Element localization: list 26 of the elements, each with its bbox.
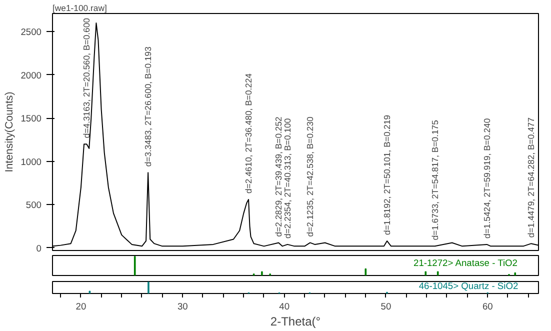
- annotation: d=2.1235, 2T=42.538, B=0.230: [305, 116, 316, 237]
- annotation: d=1.5424, 2T=59.919, B=0.240: [482, 118, 492, 238]
- x-tick-label: 40: [279, 302, 290, 312]
- annotation: d=1.4479, 2T=64.282, B=0.477: [526, 117, 536, 238]
- x-tick-label: 60: [482, 302, 493, 312]
- text: 46-1045> Quartz - SiO2: [418, 281, 518, 292]
- annotation: d=3.3483, 2T=26.600, B=0.193: [143, 46, 154, 167]
- y-axis-title: Intensity(Counts): [4, 92, 16, 172]
- annotation: d=2.2829, 2T=39.439, B=0.252: [274, 116, 284, 237]
- series-label: 21-1272> Anatase - TiO2: [414, 258, 518, 268]
- y-tick-label: 1500: [20, 114, 42, 124]
- chart-title: [we1-100.raw]: [52, 3, 107, 13]
- annotation: d=2.2354, 2T=40.313, B=0.100: [282, 118, 292, 238]
- x-axis-title: 2-Theta(°: [270, 314, 321, 328]
- y-tick-label: 500: [26, 200, 42, 210]
- x-tick-label: 50: [380, 302, 392, 312]
- annotation: d=1.6733, 2T=54.817, B=0.175: [430, 120, 440, 240]
- annotation: d=4.3163, 2T=20.560, B=0.600: [82, 18, 92, 138]
- y-tick-label: 2000: [20, 70, 42, 80]
- x-tick-label: 20: [76, 302, 86, 312]
- y-tick-label: 0: [36, 243, 42, 254]
- y-tick-label: 1000: [20, 156, 42, 167]
- x-tick-label: 30: [177, 302, 188, 312]
- annotation: d=1.8192, 2T=50.101, B=0.219: [382, 114, 392, 235]
- annotation: d=2.4610, 2T=36.480, B=0.224: [244, 73, 254, 194]
- y-tick-label: 2500: [20, 27, 42, 38]
